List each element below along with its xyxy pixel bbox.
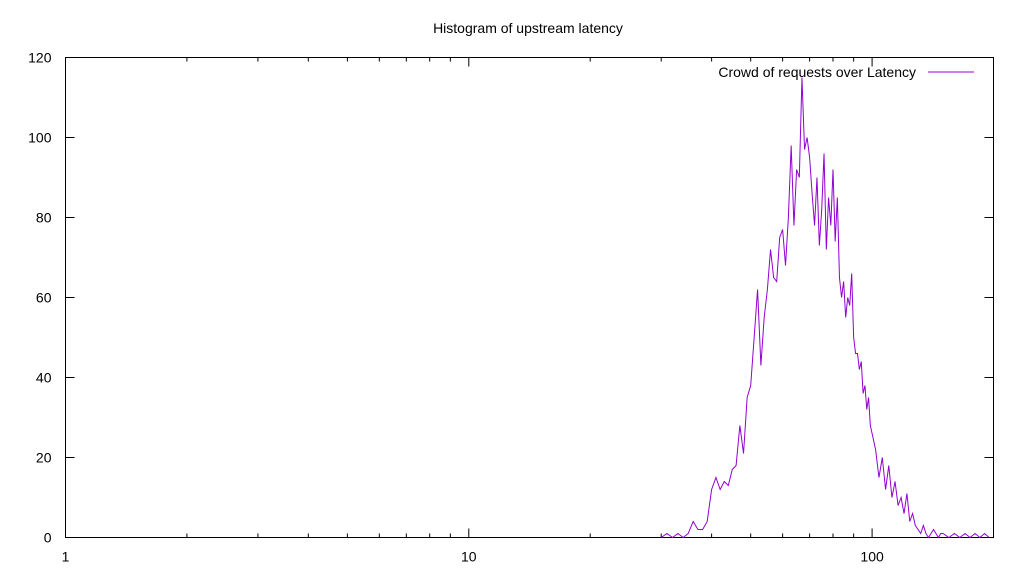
x-tick-label: 1: [62, 549, 70, 565]
y-tick-label: 80: [36, 210, 52, 226]
y-tick-label: 0: [44, 530, 52, 546]
legend-label: Crowd of requests over Latency: [718, 64, 916, 80]
y-tick-label: 120: [28, 50, 52, 66]
y-tick-label: 100: [28, 130, 52, 146]
series-line: [660, 77, 990, 539]
series-layer: [660, 77, 990, 539]
x-tick-label: 10: [461, 549, 477, 565]
legend: Crowd of requests over Latency: [718, 64, 974, 80]
y-tick-label: 40: [36, 370, 52, 386]
y-tick-label: 60: [36, 290, 52, 306]
x-tick-label: 100: [860, 549, 884, 565]
plot-border: [65, 57, 994, 538]
y-tick-label: 20: [36, 450, 52, 466]
chart-title: Histogram of upstream latency: [433, 20, 623, 36]
